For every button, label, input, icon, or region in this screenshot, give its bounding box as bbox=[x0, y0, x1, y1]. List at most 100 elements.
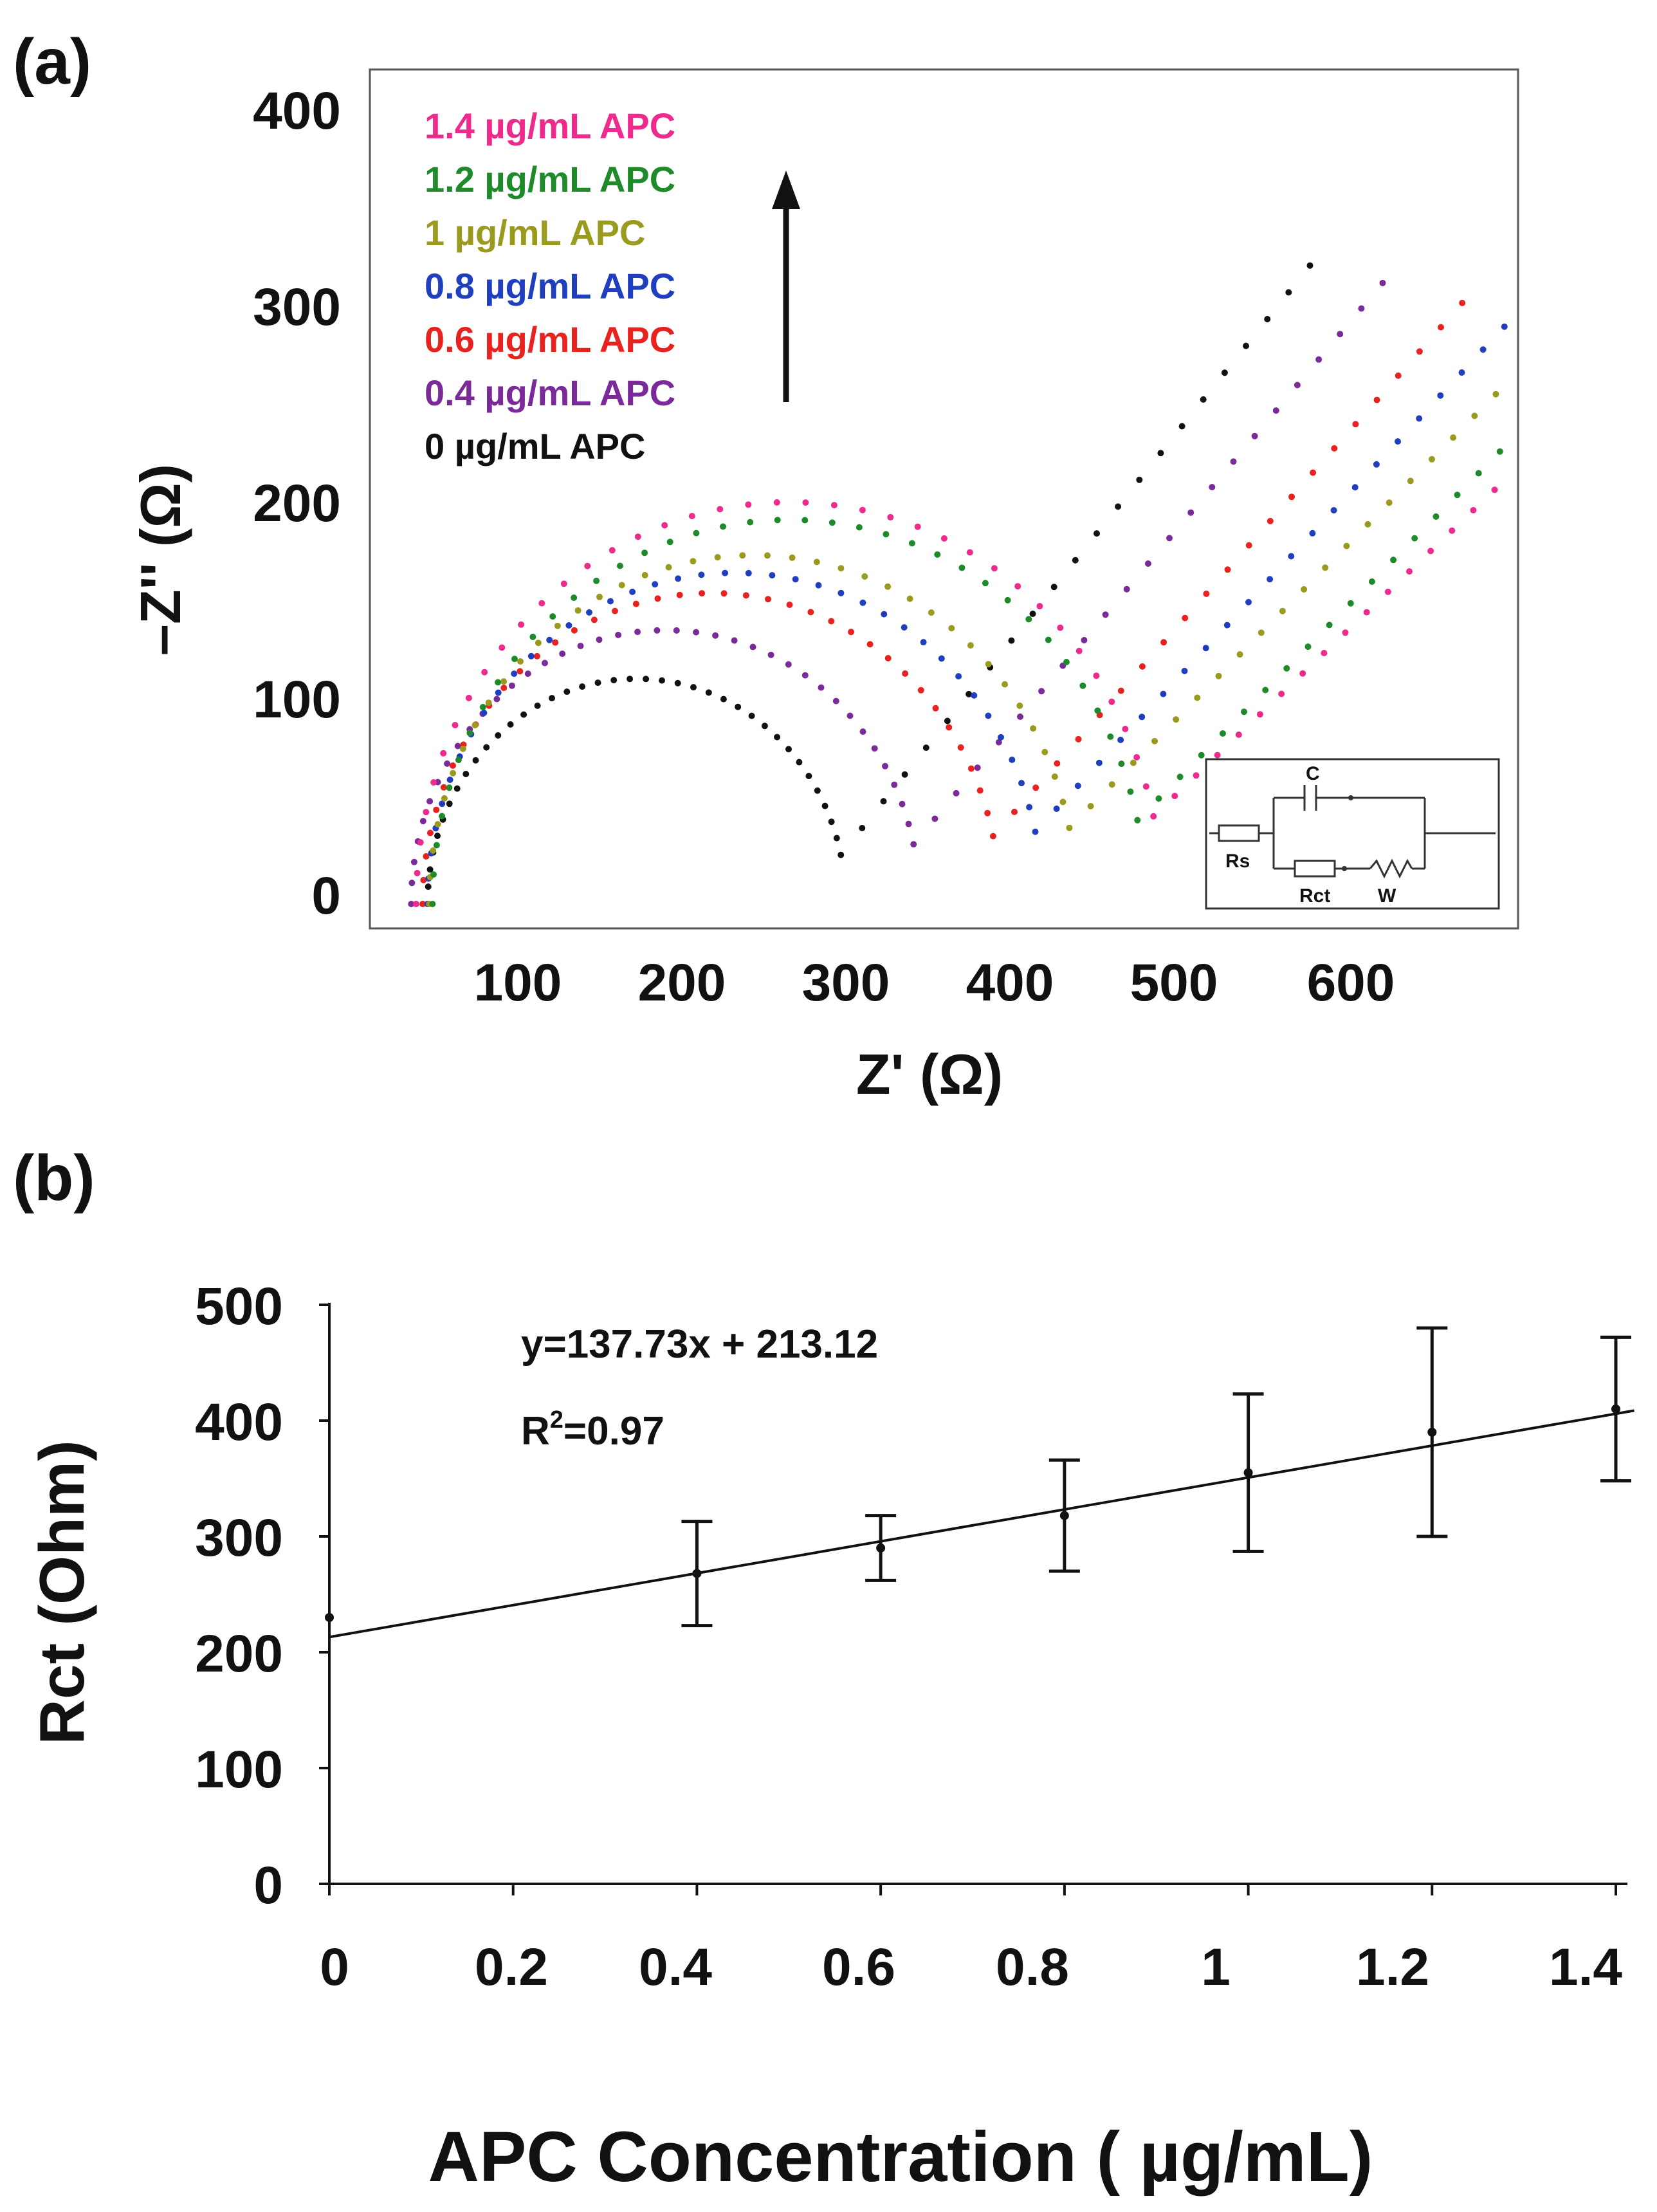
nyquist-point bbox=[880, 798, 887, 805]
nyquist-point bbox=[1014, 583, 1021, 590]
nyquist-point bbox=[675, 575, 682, 582]
nyquist-point bbox=[984, 809, 991, 816]
nyquist-point bbox=[1330, 507, 1337, 514]
nyquist-point bbox=[856, 524, 863, 531]
plot-a-x-ticks: 100 200 300 400 500 600 bbox=[474, 954, 1395, 1012]
plot-b-xtick: 0.2 bbox=[475, 1938, 548, 1996]
nyquist-point bbox=[1127, 788, 1134, 795]
nyquist-point bbox=[720, 696, 727, 703]
nyquist-point bbox=[914, 523, 921, 530]
nyquist-point bbox=[500, 678, 508, 685]
nyquist-point bbox=[1407, 477, 1414, 484]
nyquist-point bbox=[774, 517, 781, 524]
nyquist-point bbox=[769, 572, 776, 579]
nyquist-point bbox=[1025, 616, 1032, 623]
nyquist-point bbox=[767, 651, 774, 658]
nyquist-point bbox=[485, 699, 492, 706]
nyquist-point bbox=[1193, 772, 1200, 779]
nyquist-point bbox=[1386, 499, 1393, 506]
nyquist-point bbox=[1416, 415, 1423, 422]
nyquist-point bbox=[1219, 730, 1226, 737]
nyquist-point bbox=[430, 871, 437, 878]
nyquist-point bbox=[1235, 731, 1242, 738]
nyquist-point bbox=[552, 639, 559, 646]
nyquist-point bbox=[560, 580, 567, 587]
nyquist-point bbox=[690, 684, 697, 691]
nyquist-point bbox=[1326, 622, 1333, 629]
nyquist-point bbox=[590, 616, 598, 623]
nyquist-point bbox=[565, 622, 572, 629]
nyquist-point bbox=[426, 866, 434, 873]
nyquist-point bbox=[1144, 560, 1151, 567]
nyquist-point bbox=[1107, 733, 1114, 740]
nyquist-point bbox=[434, 833, 441, 840]
plot-b-ytick: 500 bbox=[195, 1277, 283, 1336]
nyquist-point bbox=[433, 842, 440, 849]
nyquist-point bbox=[1224, 566, 1231, 573]
nyquist-point bbox=[1203, 590, 1210, 597]
nyquist-point bbox=[439, 813, 446, 820]
rct-resistor-icon bbox=[1294, 860, 1336, 878]
nyquist-point bbox=[433, 806, 440, 813]
nyquist-point bbox=[661, 522, 668, 529]
nyquist-point bbox=[419, 901, 426, 907]
nyquist-point bbox=[720, 590, 728, 597]
nyquist-point bbox=[634, 629, 641, 636]
nyquist-point bbox=[1074, 782, 1081, 789]
nyquist-point bbox=[641, 572, 648, 578]
nyquist-point bbox=[1026, 804, 1033, 811]
circuit-wires bbox=[1209, 785, 1496, 879]
nyquist-point bbox=[527, 652, 535, 659]
nyquist-point bbox=[446, 784, 453, 791]
nyquist-point bbox=[838, 565, 845, 572]
nyquist-point bbox=[1215, 672, 1222, 679]
nyquist-point bbox=[615, 631, 622, 638]
nyquist-point bbox=[450, 770, 457, 777]
nyquist-point bbox=[785, 661, 792, 668]
nyquist-point bbox=[1079, 682, 1086, 689]
nyquist-point bbox=[883, 531, 890, 538]
nyquist-point bbox=[1262, 687, 1269, 694]
nyquist-point bbox=[906, 595, 913, 602]
nyquist-point bbox=[481, 668, 488, 676]
plot-b-xtick: 0.6 bbox=[822, 1938, 895, 1996]
plot-a-x-axis-title: Z' (Ω) bbox=[856, 1042, 1003, 1106]
nyquist-point bbox=[887, 513, 894, 521]
nyquist-point bbox=[586, 609, 592, 616]
nyquist-point bbox=[452, 722, 459, 728]
nyquist-point bbox=[802, 499, 809, 506]
nyquist-point bbox=[1036, 603, 1043, 610]
nyquist-point bbox=[1214, 751, 1221, 759]
nyquist-point bbox=[944, 717, 951, 724]
nyquist-point bbox=[511, 656, 518, 663]
nyquist-point bbox=[1395, 438, 1401, 445]
nyquist-point bbox=[1475, 470, 1482, 477]
nyquist-point bbox=[742, 592, 749, 599]
nyquist-point bbox=[594, 679, 601, 687]
nyquist-point bbox=[563, 688, 571, 696]
nyquist-point bbox=[1306, 262, 1314, 269]
nyquist-point bbox=[674, 679, 681, 687]
plot-b-tick-marks bbox=[319, 1304, 1617, 1895]
nyquist-point bbox=[1395, 372, 1402, 379]
equivalent-circuit-inset: C Rs Rct W bbox=[1205, 758, 1500, 910]
nyquist-point bbox=[499, 644, 506, 651]
nyquist-point bbox=[995, 739, 1002, 746]
nyquist-point bbox=[1459, 299, 1466, 306]
nyquist-point bbox=[1358, 305, 1365, 312]
nyquist-point bbox=[1288, 553, 1295, 560]
nyquist-point bbox=[938, 655, 945, 662]
nyquist-point bbox=[953, 789, 960, 797]
nyquist-point bbox=[450, 762, 456, 769]
plot-b-axes bbox=[319, 1303, 1627, 1895]
nyquist-point bbox=[423, 809, 430, 816]
nyquist-point bbox=[1032, 828, 1039, 835]
nyquist-point bbox=[946, 724, 953, 731]
nyquist-point bbox=[412, 901, 419, 907]
nyquist-point bbox=[902, 670, 909, 677]
nyquist-point bbox=[910, 841, 917, 848]
nyquist-point bbox=[414, 870, 421, 876]
nyquist-point bbox=[1093, 672, 1100, 679]
nyquist-point bbox=[1458, 369, 1465, 376]
plot-a-y-axis-title: –Z'' (Ω) bbox=[129, 464, 192, 656]
